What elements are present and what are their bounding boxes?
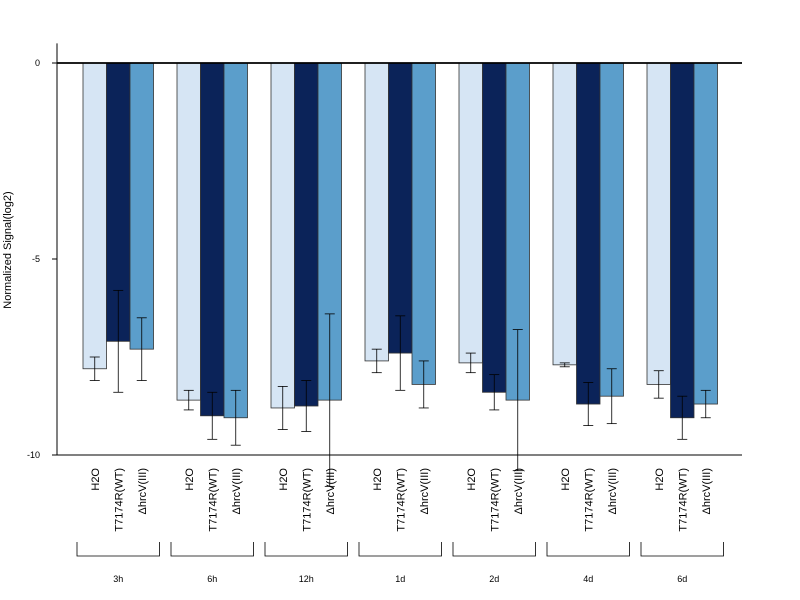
bar: [670, 62, 695, 419]
group-label: 12h: [299, 574, 314, 584]
bar-label: T7174R(WT): [677, 468, 689, 532]
bar-label: T7174R(WT): [489, 468, 501, 532]
bar: [223, 62, 248, 419]
bar-label: H2O: [654, 468, 666, 491]
bar-label: T7174R(WT): [583, 468, 595, 532]
bar-label: ΔhrcV(III): [137, 468, 149, 514]
bar: [294, 62, 319, 407]
bar-label: H2O: [90, 468, 102, 491]
group-label: 1d: [395, 574, 405, 584]
group-brackets: 3h 6h 12h 1d 2d 4d 6d: [76, 542, 724, 584]
bar: [576, 62, 601, 405]
bar: [693, 62, 718, 405]
bar: [599, 62, 624, 397]
bar-label: ΔhrcV(III): [419, 468, 431, 514]
bar-label: H2O: [560, 468, 572, 491]
bar-label: ΔhrcV(III): [325, 468, 337, 514]
axes: 0 -5 -10: [27, 43, 742, 460]
group-bracket: [170, 542, 254, 557]
y-axis-label: Normalized Signal(log2): [2, 191, 14, 308]
bar: [552, 62, 577, 366]
bar-label: ΔhrcV(III): [607, 468, 619, 514]
bar-label: ΔhrcV(III): [231, 468, 243, 514]
bar: [646, 62, 671, 385]
bar-label: T7174R(WT): [395, 468, 407, 532]
bar: [270, 62, 295, 409]
bar-label: H2O: [466, 468, 478, 491]
group-bracket: [640, 542, 724, 557]
group-label: 4d: [583, 574, 593, 584]
x-tick-labels: H2O T7174R(WT) ΔhrcV(III) H2O T7174R(WT) Δhrc…: [90, 468, 713, 532]
bar-label: T7174R(WT): [207, 468, 219, 532]
group-bracket: [358, 542, 442, 557]
bar-label: H2O: [278, 468, 290, 491]
group-label: 6h: [207, 574, 217, 584]
group-bracket: [546, 542, 630, 557]
y-tick-label: -10: [27, 450, 40, 460]
group-bracket: [264, 542, 348, 557]
error-bars: [89, 289, 711, 487]
bar-label: T7174R(WT): [301, 468, 313, 532]
bar-label: ΔhrcV(III): [513, 468, 525, 514]
group-label: 2d: [489, 574, 499, 584]
bar: [482, 62, 507, 393]
group-label: 3h: [113, 574, 123, 584]
bar-label: H2O: [184, 468, 196, 491]
bar-label: T7174R(WT): [113, 468, 125, 532]
group-label: 6d: [677, 574, 687, 584]
bar: [458, 62, 483, 364]
bar-label: ΔhrcV(III): [701, 468, 713, 514]
bar: [388, 62, 413, 354]
bar-label: H2O: [372, 468, 384, 491]
bar: [82, 62, 107, 370]
bar: [200, 62, 225, 417]
bar: [176, 62, 201, 401]
y-tick-label: -5: [32, 254, 40, 264]
group-bracket: [76, 542, 160, 557]
y-tick-label: 0: [35, 58, 40, 68]
bar: [411, 62, 436, 385]
bar: [364, 62, 389, 362]
bars: [82, 62, 718, 419]
group-bracket: [452, 542, 536, 557]
bar: [129, 62, 154, 350]
